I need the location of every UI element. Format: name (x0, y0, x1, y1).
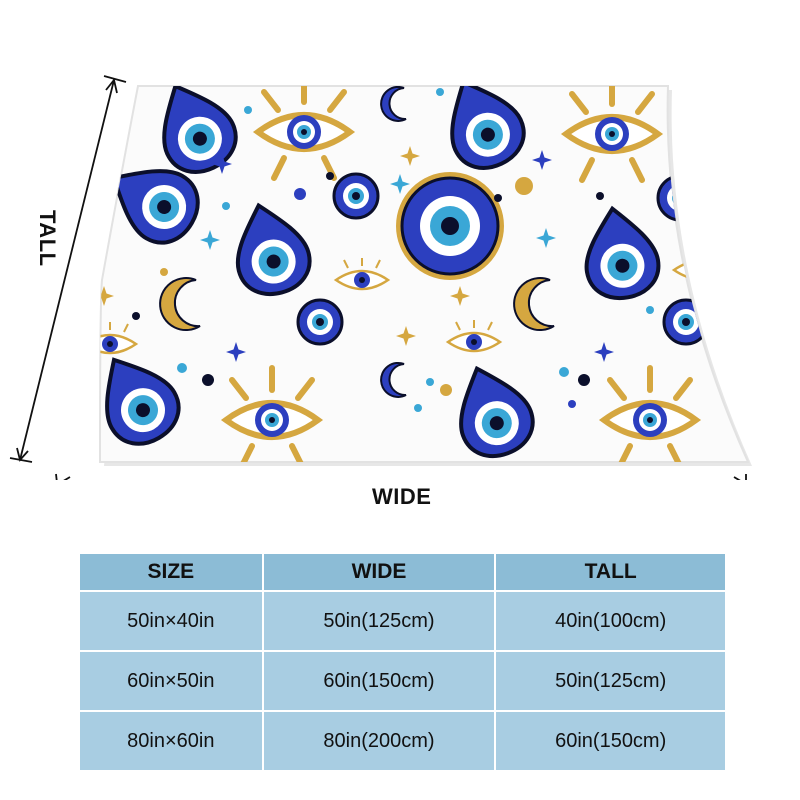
tall-cell: 60in(150cm) (496, 712, 725, 770)
header-wide: WIDE (263, 554, 497, 592)
evil-eye-icon (332, 172, 380, 220)
header-size: SIZE (80, 554, 264, 592)
table-row: 80in×60in 80in(200cm) 60in(150cm) (80, 712, 725, 770)
table-header-row: SIZE WIDE TALL (80, 554, 725, 592)
blanket-scene (9, 75, 752, 480)
tall-label: TALL (35, 210, 60, 267)
evil-eye-icon (396, 172, 504, 280)
wide-cell: 60in(150cm) (263, 652, 497, 712)
header-tall: TALL (496, 554, 725, 592)
size-cell: 60in×50in (80, 652, 264, 712)
size-cell: 80in×60in (80, 712, 264, 770)
evil-eye-icon (662, 298, 710, 346)
table-row: 50in×40in 50in(125cm) 40in(100cm) (80, 592, 725, 652)
dot-icon (132, 88, 654, 412)
table-row: 60in×50in 60in(150cm) 50in(125cm) (80, 652, 725, 712)
wide-label: WIDE (372, 484, 432, 509)
evil-eye-icon (296, 298, 344, 346)
tall-cell: 50in(125cm) (496, 652, 725, 712)
size-cell: 50in×40in (80, 592, 264, 652)
wide-dimension-arrow (55, 473, 747, 480)
evil-eye-icon (656, 174, 704, 222)
wide-cell: 50in(125cm) (263, 592, 497, 652)
tall-dimension-arrow (9, 75, 127, 463)
tall-cell: 40in(100cm) (496, 592, 725, 652)
blanket-pattern (100, 86, 728, 462)
wide-cell: 80in(200cm) (263, 712, 497, 770)
size-chart-table: SIZE WIDE TALL 50in×40in 50in(125cm) 40i… (80, 554, 725, 770)
